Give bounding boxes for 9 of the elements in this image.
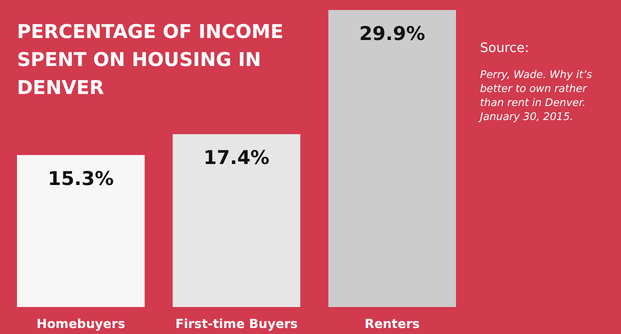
data-label: 15.3% xyxy=(48,168,114,190)
x-tick-label: Renters xyxy=(364,316,420,331)
data-label: 17.4% xyxy=(204,147,270,170)
x-tick-label: Homebuyers xyxy=(36,316,126,331)
data-label: 29.9% xyxy=(359,23,426,45)
x-tick-label: First-time Buyers xyxy=(175,316,298,331)
text: PERCENTAGE OF INCOME SPENT ON HOUSING IN DENVER xyxy=(17,21,284,99)
source-note: Source: xyxy=(480,41,530,56)
text: Perry, Wade. Why it’s better to own rather than rent in Denver. January 30, 2015. xyxy=(478,69,592,123)
